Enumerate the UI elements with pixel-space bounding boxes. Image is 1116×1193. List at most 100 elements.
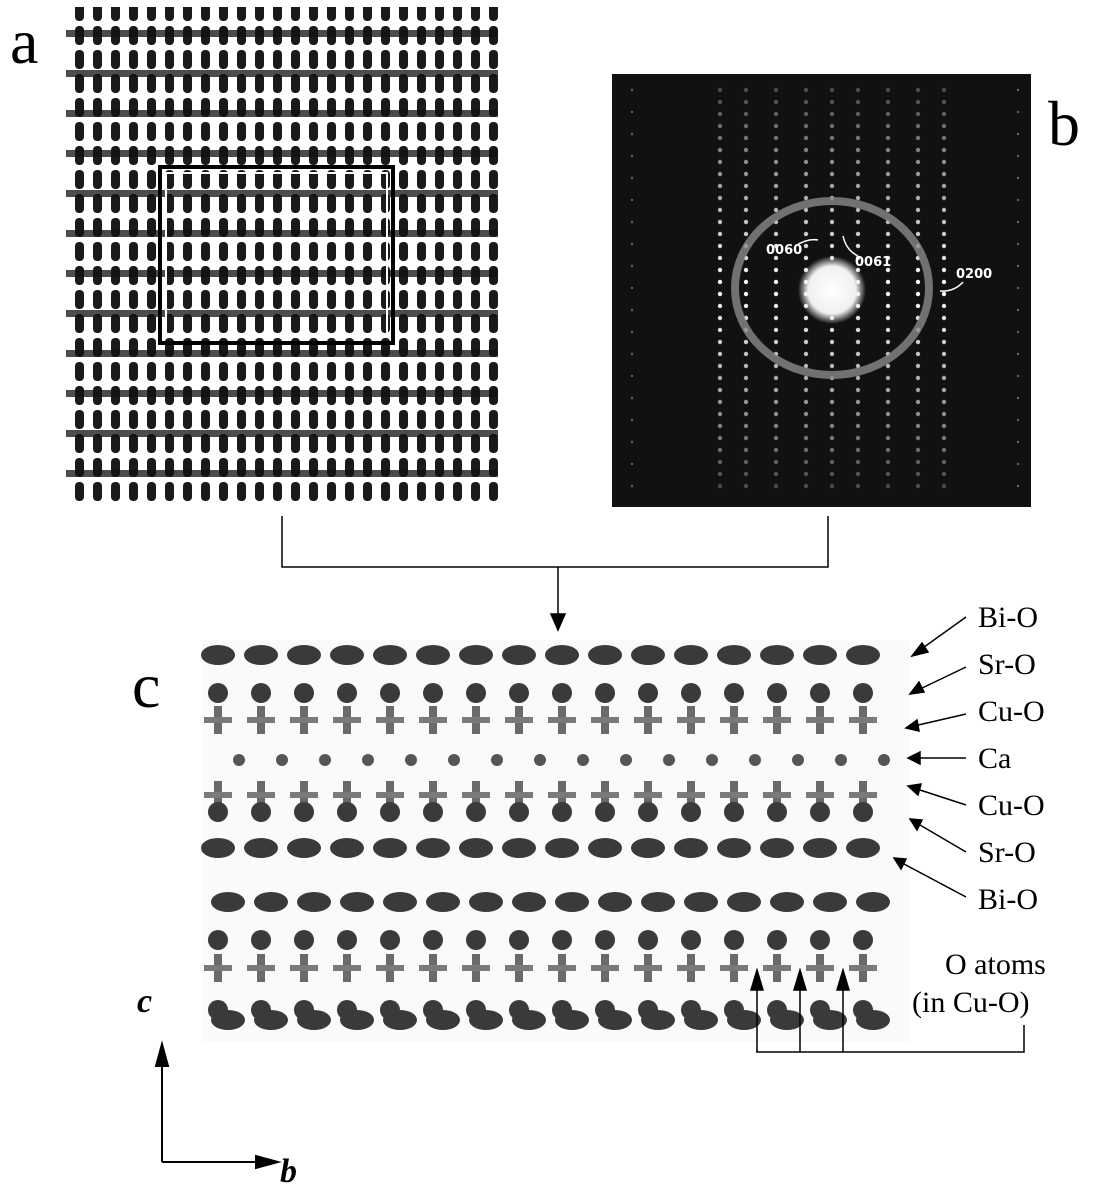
atom-column	[803, 838, 837, 858]
diffraction-spot	[885, 459, 891, 465]
atom-column	[509, 802, 529, 822]
diffraction-spot	[803, 87, 809, 93]
diffraction-spot	[773, 459, 779, 465]
atom-column	[466, 802, 486, 822]
diffraction-spot	[915, 363, 921, 369]
diffraction-spot	[855, 315, 861, 321]
diffraction-spot	[941, 255, 947, 261]
diffraction-spot	[743, 303, 749, 309]
atom-column	[469, 1010, 503, 1030]
atom-column	[727, 1010, 761, 1030]
atom-column	[290, 792, 318, 798]
atom-column	[380, 683, 400, 703]
diffraction-spot	[915, 303, 921, 309]
atom-column	[294, 930, 314, 950]
diffraction-spot	[885, 111, 891, 117]
diffraction-spot	[829, 147, 835, 153]
diffraction-spot	[773, 447, 779, 453]
diffraction-spot	[717, 375, 723, 381]
o-atoms-label: O atoms	[945, 948, 1046, 981]
atom-column	[591, 792, 619, 798]
diffraction-spot	[855, 459, 861, 465]
diffraction-spot	[941, 363, 947, 369]
diffraction-spot	[915, 339, 921, 345]
diffraction-spot	[941, 375, 947, 381]
diffraction-spot	[855, 483, 861, 489]
diffraction-spot	[885, 135, 891, 141]
diffraction-spot	[1016, 88, 1020, 92]
atom-column	[674, 645, 708, 665]
diffraction-spot	[941, 327, 947, 333]
diffraction-spot	[630, 440, 634, 444]
diffraction-spot	[1016, 396, 1020, 400]
atom-column	[469, 892, 503, 912]
atom-column	[846, 645, 880, 665]
atom-column	[770, 1010, 804, 1030]
atom-column	[849, 965, 877, 971]
diffraction-spot	[885, 339, 891, 345]
diffraction-spot	[717, 459, 723, 465]
atom-column	[491, 754, 503, 766]
diffraction-spot	[773, 207, 779, 213]
diffraction-spot	[630, 286, 634, 290]
diffraction-spot	[743, 339, 749, 345]
diffraction-spot	[941, 123, 947, 129]
diffraction-spot	[743, 87, 749, 93]
diffraction-spot	[829, 447, 835, 453]
atom-column	[337, 802, 357, 822]
atom-column	[720, 965, 748, 971]
diffraction-spot	[941, 87, 947, 93]
diffraction-spot	[773, 87, 779, 93]
atom-column	[598, 1010, 632, 1030]
diffraction-spot	[829, 351, 835, 357]
diffraction-spot	[743, 171, 749, 177]
diffraction-spot	[717, 483, 723, 489]
atom-column	[806, 717, 834, 723]
atom-column	[760, 645, 794, 665]
diffraction-spot	[829, 483, 835, 489]
diffraction-spot	[717, 291, 723, 297]
diffraction-spot	[885, 399, 891, 405]
diffraction-spot	[885, 99, 891, 105]
diffraction-spot	[717, 147, 723, 153]
atom-column	[505, 792, 533, 798]
diffraction-spot	[773, 99, 779, 105]
atom-column	[856, 892, 890, 912]
diffraction-spot	[885, 231, 891, 237]
diffraction-spot	[803, 171, 809, 177]
atom-column	[294, 802, 314, 822]
atom-column	[405, 754, 417, 766]
atom-column	[835, 754, 847, 766]
diffraction-spot	[743, 411, 749, 417]
diffraction-spot	[915, 459, 921, 465]
diffraction-spot	[717, 447, 723, 453]
diffraction-spot	[885, 435, 891, 441]
diffraction-spot	[885, 207, 891, 213]
layer-label-bi-o-top: Bi-O	[978, 601, 1038, 634]
atom-column	[677, 965, 705, 971]
atom-column	[810, 930, 830, 950]
atom-column	[466, 930, 486, 950]
diffraction-spot	[941, 195, 947, 201]
atom-column	[631, 645, 665, 665]
diffraction-spot	[773, 171, 779, 177]
atom-column	[749, 754, 761, 766]
diffraction-spot	[941, 483, 947, 489]
diffraction-spot	[803, 447, 809, 453]
diffraction-spot	[915, 375, 921, 381]
atom-column	[684, 1010, 718, 1030]
diffraction-spot	[743, 135, 749, 141]
diffraction-spot	[915, 411, 921, 417]
diffraction-spot	[855, 423, 861, 429]
atom-column	[853, 683, 873, 703]
atom-column	[810, 802, 830, 822]
diffraction-spot	[941, 171, 947, 177]
atom-column	[555, 892, 589, 912]
layer-arrows	[892, 616, 967, 898]
atom-column	[319, 754, 331, 766]
atom-column	[810, 683, 830, 703]
atom-column	[545, 838, 579, 858]
atom-column	[204, 792, 232, 798]
diffraction-spot	[941, 159, 947, 165]
diffraction-spot	[803, 471, 809, 477]
